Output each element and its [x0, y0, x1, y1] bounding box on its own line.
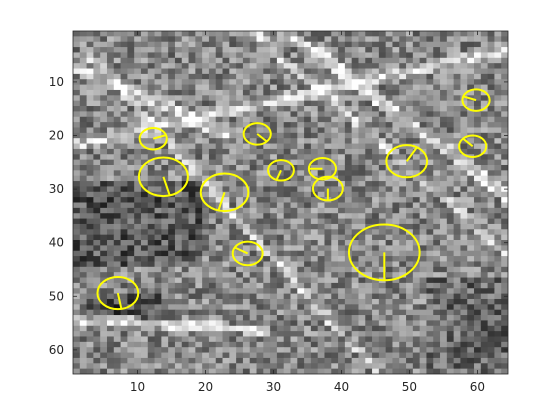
x-tick-label: 20 — [198, 380, 213, 394]
feature-orientation-line — [275, 169, 282, 181]
feature-marker — [307, 157, 338, 181]
feature-circle — [267, 159, 295, 182]
feature-circle — [461, 88, 491, 112]
feature-overlays — [96, 88, 491, 311]
feature-orientation-line — [116, 292, 123, 310]
feature-marker — [347, 223, 421, 282]
y-tick-label: 30 — [49, 182, 64, 196]
feature-marker — [242, 122, 272, 146]
feature-circle — [137, 156, 189, 198]
x-tick-label: 60 — [470, 380, 485, 394]
feature-circle — [242, 122, 272, 146]
x-tick-label: 10 — [130, 380, 145, 394]
feature-circle — [199, 172, 250, 213]
feature-marker — [96, 275, 140, 311]
y-tick-label: 60 — [49, 343, 64, 357]
feature-circle — [231, 240, 264, 267]
feature-orientation-line — [217, 191, 226, 211]
feature-circle — [96, 275, 140, 311]
feature-marker — [267, 159, 295, 182]
x-tick-label: 50 — [402, 380, 417, 394]
axes-frame — [72, 30, 509, 375]
y-tick-label: 40 — [49, 236, 64, 250]
feature-circle — [311, 175, 344, 202]
feature-marker — [231, 240, 264, 267]
y-tick-label: 20 — [49, 129, 64, 143]
y-tick-label: 10 — [49, 75, 64, 89]
feature-circle — [458, 134, 488, 158]
x-tick-label: 30 — [266, 380, 281, 394]
feature-orientation-line — [162, 176, 171, 196]
feature-marker — [458, 134, 488, 158]
feature-orientation-line — [152, 134, 167, 140]
feature-marker — [137, 156, 189, 198]
feature-orientation-line — [256, 133, 268, 143]
x-tick-label: 40 — [334, 380, 349, 394]
feature-marker — [311, 175, 344, 202]
feature-circle — [138, 127, 168, 151]
axis-ticks: 10 20 30 40 50 60 10 20 30 40 50 60 — [49, 31, 508, 394]
feature-orientation-line — [462, 137, 474, 148]
feature-marker — [138, 127, 168, 151]
feature-marker — [199, 172, 250, 213]
feature-marker — [461, 88, 491, 112]
feature-marker — [385, 144, 429, 179]
feature-orientation-line — [405, 146, 418, 162]
grayscale-image — [73, 31, 508, 374]
y-tick-label: 50 — [49, 289, 64, 303]
feature-orientation-line — [234, 246, 249, 255]
feature-circle — [385, 144, 429, 179]
feature-orientation-line — [463, 95, 477, 102]
